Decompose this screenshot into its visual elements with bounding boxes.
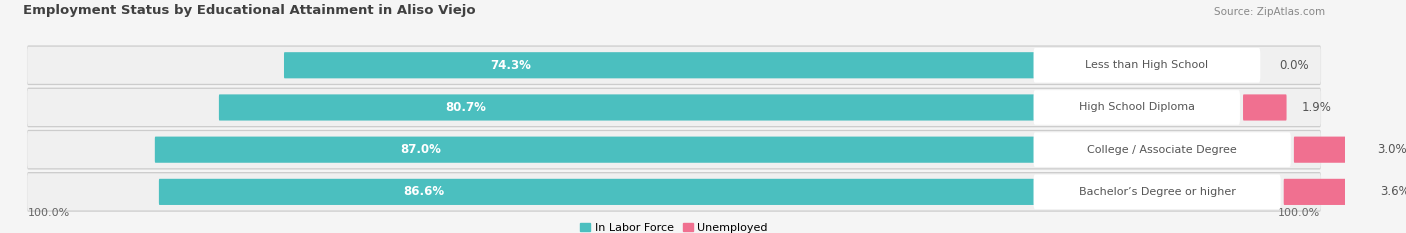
- FancyBboxPatch shape: [27, 130, 1322, 170]
- FancyBboxPatch shape: [284, 52, 1040, 78]
- Text: Bachelor’s Degree or higher: Bachelor’s Degree or higher: [1078, 187, 1236, 197]
- Text: 0.0%: 0.0%: [1279, 59, 1309, 72]
- FancyBboxPatch shape: [27, 89, 1320, 126]
- FancyBboxPatch shape: [1033, 48, 1260, 82]
- Text: 100.0%: 100.0%: [28, 208, 70, 218]
- FancyBboxPatch shape: [27, 45, 1322, 85]
- FancyBboxPatch shape: [27, 47, 1320, 84]
- FancyBboxPatch shape: [1033, 90, 1240, 125]
- FancyBboxPatch shape: [1033, 132, 1291, 167]
- Text: 74.3%: 74.3%: [491, 59, 531, 72]
- Text: 86.6%: 86.6%: [404, 185, 444, 198]
- Text: 1.9%: 1.9%: [1302, 101, 1331, 114]
- Text: 3.0%: 3.0%: [1376, 143, 1406, 156]
- Text: Employment Status by Educational Attainment in Aliso Viejo: Employment Status by Educational Attainm…: [22, 4, 475, 17]
- FancyBboxPatch shape: [219, 94, 1040, 120]
- FancyBboxPatch shape: [1294, 137, 1362, 163]
- FancyBboxPatch shape: [27, 88, 1322, 127]
- FancyBboxPatch shape: [1284, 179, 1365, 205]
- FancyBboxPatch shape: [1243, 94, 1286, 120]
- FancyBboxPatch shape: [27, 172, 1322, 212]
- Text: High School Diploma: High School Diploma: [1078, 103, 1195, 113]
- FancyBboxPatch shape: [155, 137, 1040, 163]
- Text: 87.0%: 87.0%: [401, 143, 441, 156]
- Text: 80.7%: 80.7%: [446, 101, 486, 114]
- Text: 3.6%: 3.6%: [1381, 185, 1406, 198]
- Text: Less than High School: Less than High School: [1085, 60, 1209, 70]
- FancyBboxPatch shape: [159, 179, 1040, 205]
- Text: 100.0%: 100.0%: [1278, 208, 1320, 218]
- Text: Source: ZipAtlas.com: Source: ZipAtlas.com: [1213, 7, 1324, 17]
- Legend: In Labor Force, Unemployed: In Labor Force, Unemployed: [581, 223, 768, 233]
- FancyBboxPatch shape: [1033, 175, 1281, 209]
- Text: College / Associate Degree: College / Associate Degree: [1087, 145, 1237, 155]
- FancyBboxPatch shape: [27, 131, 1320, 168]
- FancyBboxPatch shape: [27, 173, 1320, 210]
